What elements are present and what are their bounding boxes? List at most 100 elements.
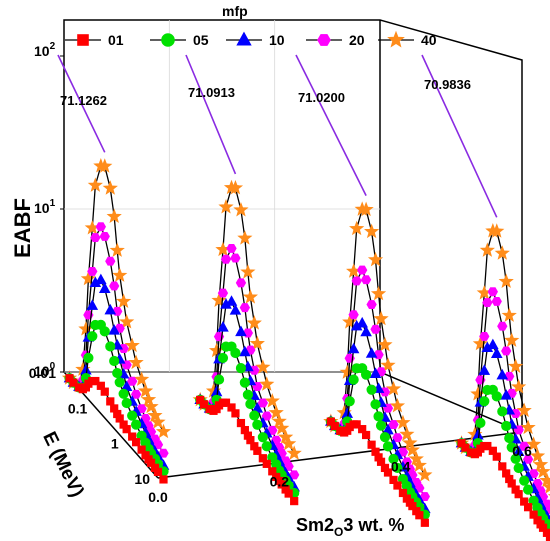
- circle-marker: [370, 399, 381, 410]
- square-marker: [231, 409, 240, 418]
- star-marker: [237, 230, 253, 245]
- hexagon-marker: [105, 256, 116, 266]
- legend-label: 10: [269, 32, 285, 48]
- hexagon-marker: [479, 331, 490, 341]
- star-marker: [128, 354, 144, 370]
- circle-marker: [105, 341, 116, 352]
- star-marker: [281, 435, 297, 451]
- triangle-marker: [478, 364, 491, 375]
- series-40: [323, 201, 433, 482]
- x-tick-label: 0.0: [148, 489, 168, 505]
- circle-marker: [99, 326, 110, 337]
- star-marker: [472, 335, 488, 351]
- circle-marker: [522, 484, 534, 495]
- star-marker: [155, 423, 172, 439]
- x-tick-label: 0.4: [391, 458, 411, 474]
- right-floor-edge: [379, 371, 523, 433]
- star-marker: [124, 337, 140, 353]
- series-01: [65, 374, 168, 484]
- circle-marker: [344, 396, 355, 407]
- legend-label: 40: [421, 32, 437, 48]
- e-tick-label: 0.01: [29, 365, 56, 381]
- star-marker: [259, 376, 275, 391]
- star-marker: [342, 314, 358, 329]
- legend-label: 01: [108, 32, 124, 48]
- star-marker: [389, 397, 406, 413]
- hexagon-marker: [239, 303, 251, 313]
- star-marker: [411, 457, 427, 472]
- hexagon-marker: [109, 281, 120, 291]
- circle-marker: [479, 396, 490, 407]
- star-marker: [147, 407, 163, 423]
- star-marker: [286, 445, 302, 460]
- hexagon-marker: [491, 296, 502, 306]
- circle-marker: [213, 374, 225, 385]
- star-marker: [97, 158, 113, 173]
- star-marker: [264, 393, 280, 408]
- circle-marker: [118, 388, 129, 399]
- star-marker: [109, 242, 125, 257]
- star-marker: [271, 413, 287, 428]
- star-marker: [242, 289, 258, 304]
- hexagon-marker: [392, 433, 403, 443]
- annotation-leader: [421, 54, 498, 218]
- square-marker: [77, 34, 89, 46]
- star-marker: [358, 201, 374, 217]
- square-marker: [236, 418, 246, 428]
- circle-marker: [230, 347, 241, 359]
- circle-marker: [366, 384, 377, 395]
- hexagon-marker: [226, 243, 237, 253]
- peak-annotation: 71.0200: [298, 90, 345, 105]
- square-marker: [545, 532, 550, 541]
- e-tick-label: 1: [111, 436, 119, 452]
- star-marker: [364, 223, 380, 239]
- triangle-marker: [86, 299, 99, 310]
- square-marker: [100, 387, 109, 396]
- hexagon-marker: [351, 276, 362, 286]
- square-marker: [106, 397, 115, 406]
- square-marker: [483, 441, 492, 451]
- circle-marker: [245, 398, 256, 410]
- y-tick-label: 101: [34, 198, 56, 216]
- star-marker: [268, 404, 284, 420]
- star-marker: [479, 242, 495, 257]
- composition-group: [61, 158, 172, 484]
- series-layer: [61, 158, 550, 541]
- circle-marker: [504, 432, 515, 444]
- e-tick-label: 0.1: [68, 400, 88, 416]
- square-marker: [523, 503, 533, 512]
- y-axis-title: EABF: [10, 198, 35, 258]
- star-marker: [399, 426, 415, 441]
- hexagon-marker: [366, 300, 377, 309]
- star-marker: [504, 332, 520, 347]
- star-marker: [274, 420, 290, 435]
- star-marker: [511, 378, 527, 394]
- circle-marker: [112, 367, 123, 379]
- series-01: [326, 417, 429, 527]
- hexagon-marker: [235, 278, 247, 288]
- triangle-marker: [347, 342, 360, 354]
- star-marker: [532, 456, 549, 472]
- star-marker: [278, 429, 294, 444]
- circle-marker: [475, 417, 486, 428]
- circle-marker: [114, 377, 125, 388]
- star-marker: [377, 336, 393, 352]
- series-40: [453, 223, 550, 496]
- series-01: [196, 395, 299, 506]
- square-marker: [352, 420, 361, 429]
- circle-marker: [392, 462, 403, 474]
- y-tick-label: 102: [34, 41, 56, 59]
- hexagon-marker: [370, 324, 381, 334]
- hexagon-marker: [230, 253, 241, 263]
- star-marker: [240, 264, 256, 279]
- peak-annotation: 70.9836: [424, 77, 471, 92]
- peak-annotation: 71.1262: [60, 93, 107, 108]
- triangle-marker: [104, 303, 117, 315]
- circle-marker: [261, 441, 272, 452]
- triangle-marker: [500, 389, 512, 400]
- legend-label: 05: [193, 32, 209, 48]
- star-marker: [233, 201, 249, 217]
- hexagon-marker: [90, 233, 101, 243]
- hexagon-marker: [261, 411, 272, 421]
